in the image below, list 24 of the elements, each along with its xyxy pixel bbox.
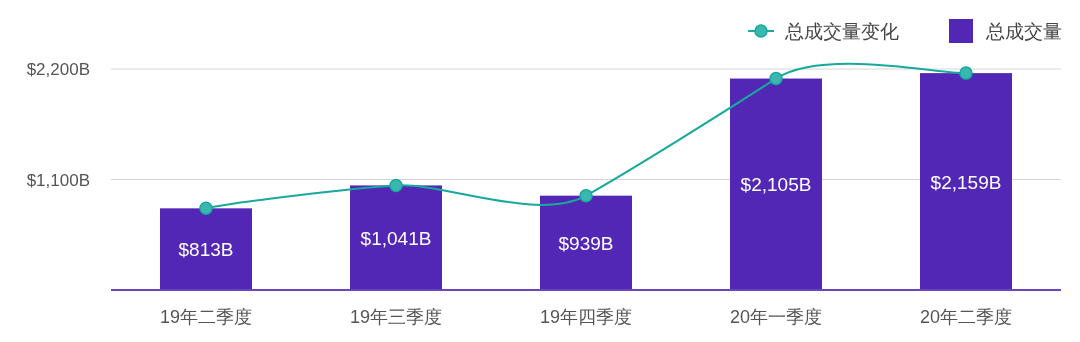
point bbox=[959, 66, 973, 80]
x-tick-label: 19年三季度 bbox=[349, 307, 443, 327]
y-tick-label: $2,200B bbox=[26, 60, 90, 79]
legend-label: 总成交量变化 bbox=[784, 21, 899, 42]
data-label: $2,159B bbox=[930, 171, 1002, 193]
x-tick-label: 20年二季度 bbox=[919, 307, 1013, 327]
data-label: $1,041B bbox=[360, 227, 432, 249]
bar bbox=[350, 185, 442, 290]
y-tick-label: $1,100B bbox=[26, 170, 90, 190]
data-label: $939B bbox=[558, 232, 614, 254]
x-tick-label: 19年二季度 bbox=[159, 307, 253, 327]
point bbox=[769, 71, 783, 86]
x-tick-label: 20年一季度 bbox=[729, 307, 823, 327]
legend-label: 总成交量 bbox=[985, 21, 1062, 42]
data-label: $2,105B bbox=[740, 174, 812, 196]
data-label: $813B bbox=[178, 239, 234, 261]
point bbox=[579, 188, 593, 203]
point bbox=[199, 201, 213, 216]
x-tick-label: 19年四季度 bbox=[539, 307, 633, 327]
bar bbox=[540, 195, 632, 290]
bar bbox=[920, 73, 1012, 290]
bar bbox=[730, 78, 822, 290]
bar bbox=[160, 208, 252, 290]
point bbox=[389, 178, 403, 193]
